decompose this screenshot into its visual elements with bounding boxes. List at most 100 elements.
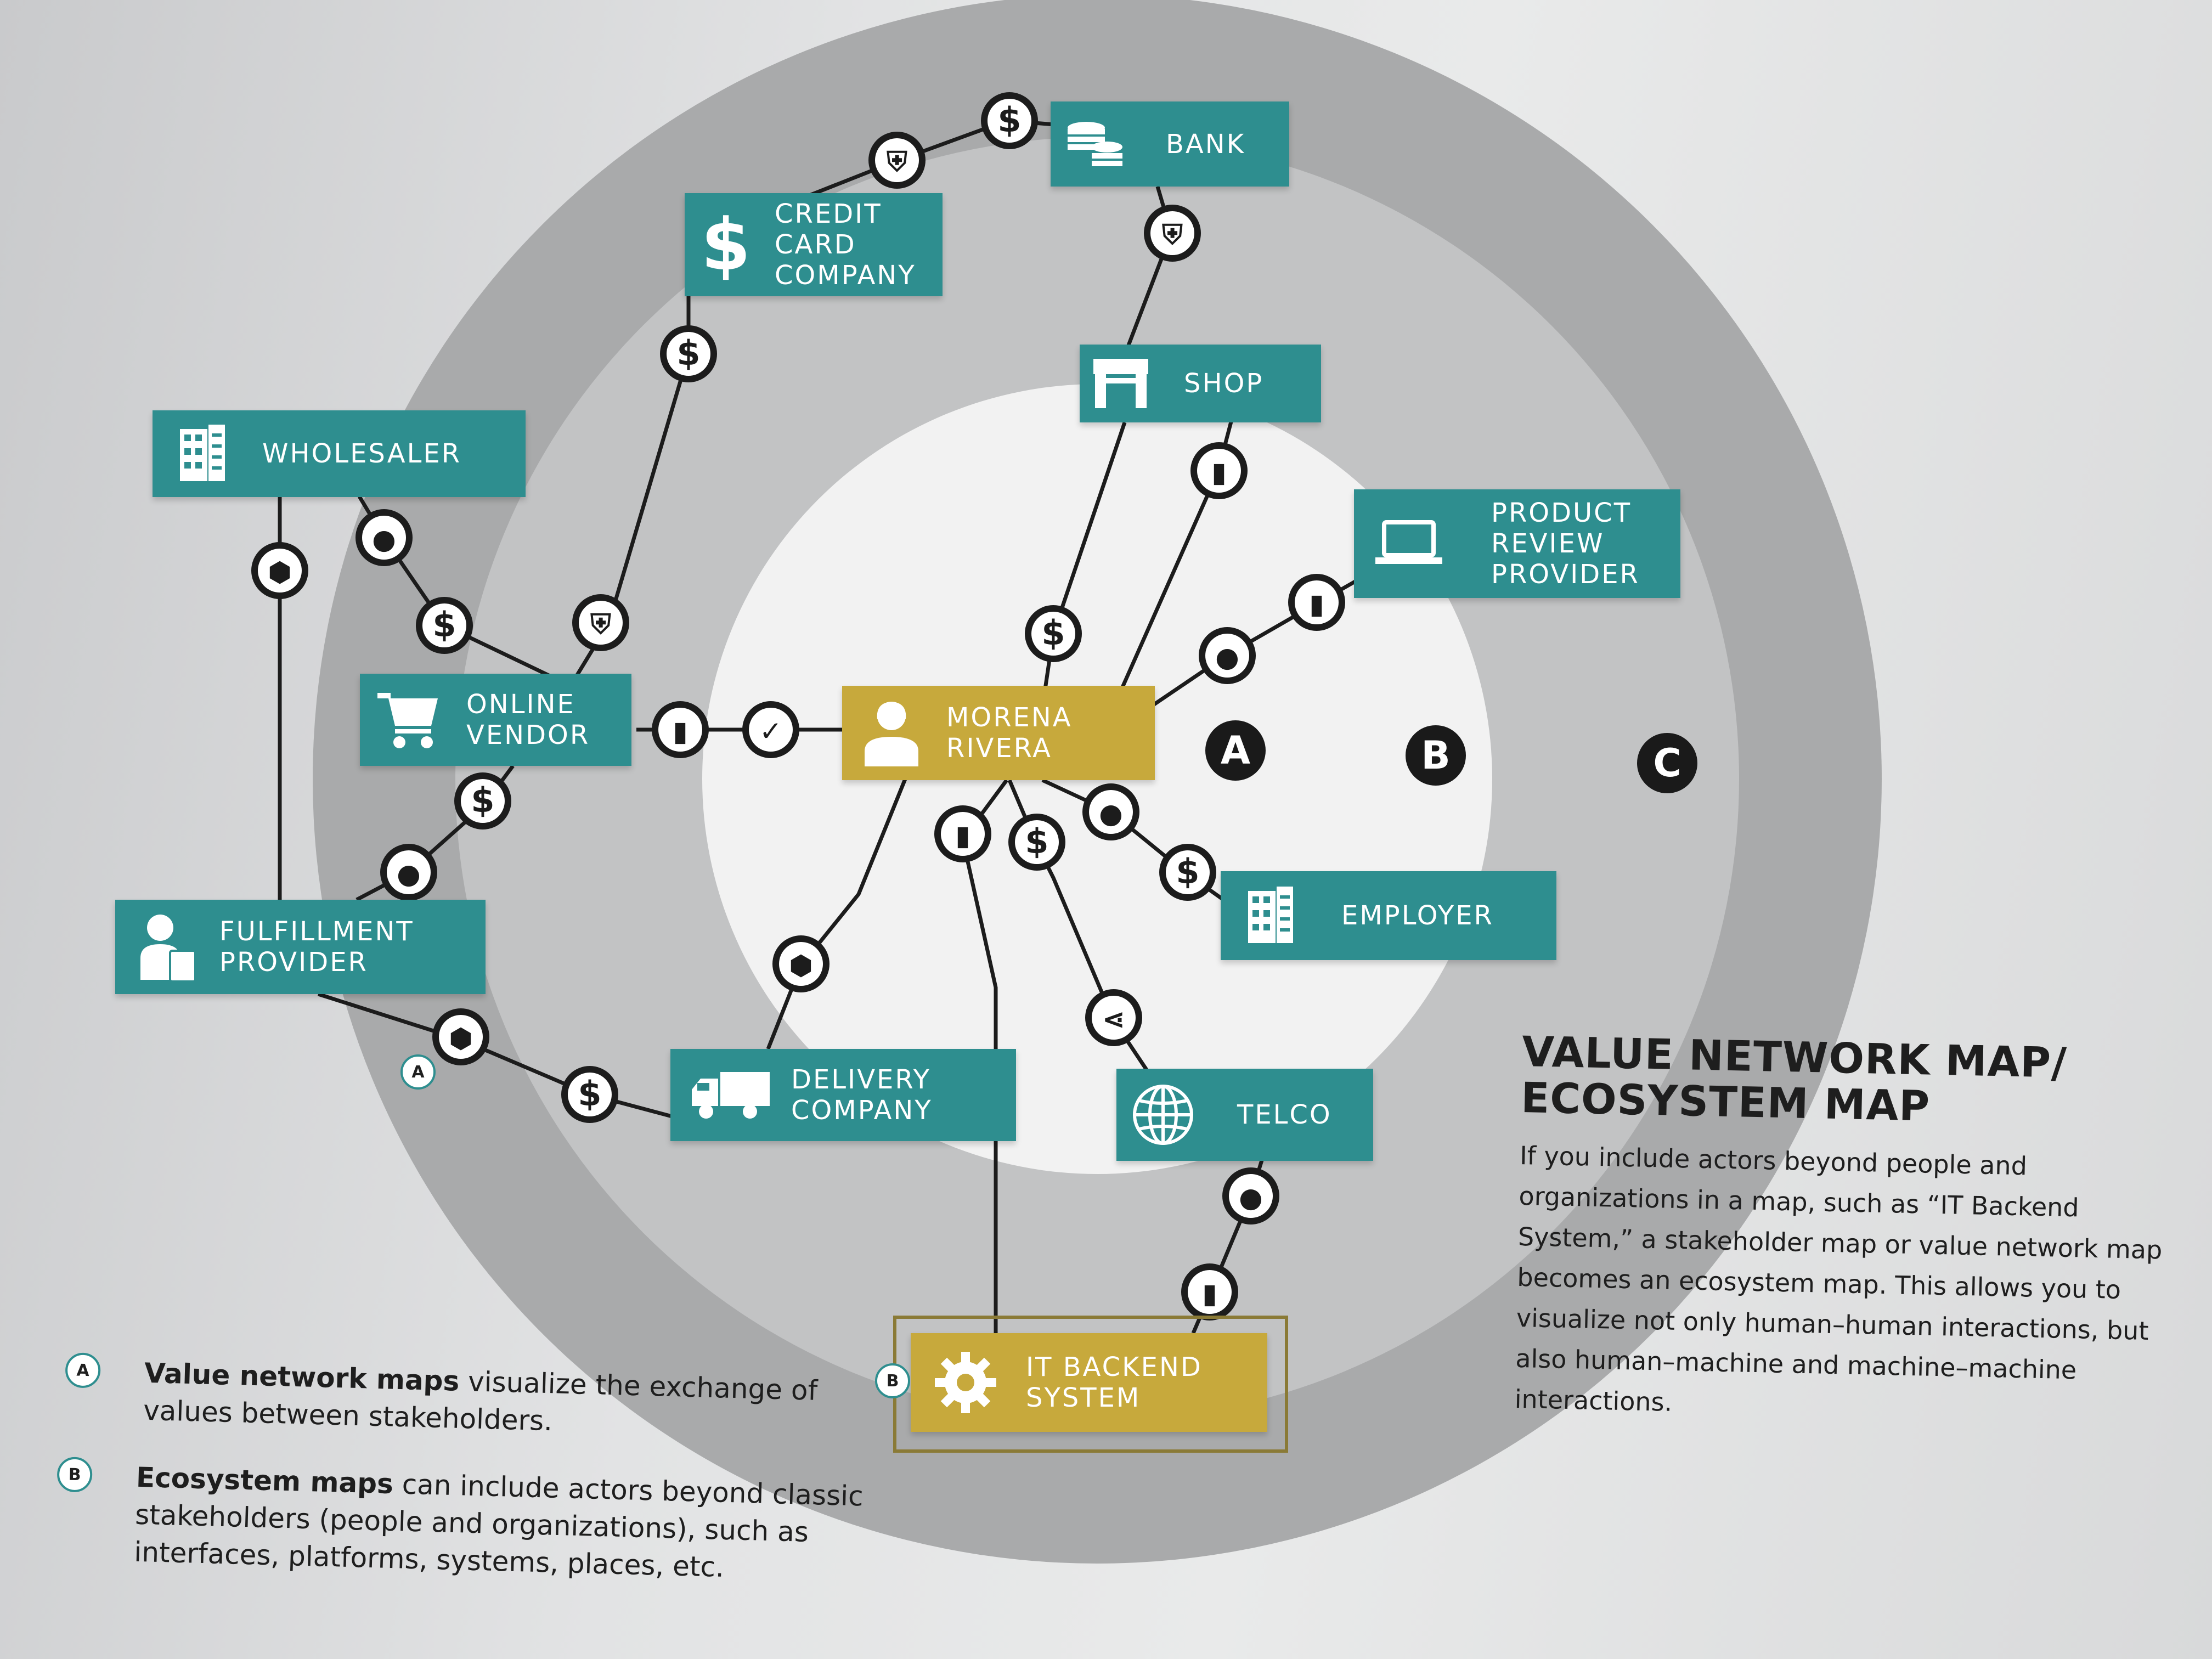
node-it-backend-system-label: IT BACKEND SYSTEM: [1026, 1352, 1203, 1413]
svg-text:▮: ▮: [1309, 588, 1324, 620]
svg-text:$: $: [578, 1074, 601, 1114]
building-icon: [1221, 885, 1319, 946]
legend-text-b: Ecosystem maps can include actors beyond…: [134, 1459, 866, 1590]
node-morena-rivera-label: MORENA RIVERA: [946, 702, 1073, 764]
svg-text:●: ●: [372, 523, 396, 555]
gear-icon: [911, 1350, 1020, 1415]
svg-text:⛨: ⛨: [1161, 219, 1183, 251]
node-fulfillment-provider: FULFILLMENT PROVIDER: [115, 900, 486, 994]
legend-marker-a: A: [65, 1352, 101, 1389]
building-icon: [153, 424, 251, 484]
dollar-icon: $: [981, 92, 1038, 149]
svg-text:$: $: [676, 333, 700, 373]
legend-item-b: B Ecosystem maps can include actors beyo…: [55, 1457, 866, 1590]
dollar-icon: $: [561, 1066, 618, 1123]
node-wholesaler-label: WHOLESALER: [262, 438, 462, 469]
node-bank: BANK: [1051, 101, 1289, 187]
ring-label-a: A: [1205, 720, 1266, 781]
worker-clipboard-icon: [115, 911, 219, 983]
node-it-backend-system: IT BACKEND SYSTEM: [911, 1333, 1267, 1432]
box-icon: ⬢: [772, 935, 830, 992]
dollar-icon: $: [1025, 605, 1082, 662]
person-icon: ●: [1222, 1167, 1279, 1224]
node-telco-label: TELCO: [1237, 1099, 1332, 1130]
share-icon: ⋖: [1085, 989, 1142, 1046]
dollar-icon: $: [660, 325, 717, 382]
legend-marker-b: B: [57, 1457, 93, 1493]
marker-a: A: [400, 1054, 436, 1090]
person-icon: [842, 697, 941, 769]
box-icon: ⬢: [251, 542, 308, 599]
node-bank-label: BANK: [1166, 128, 1246, 160]
svg-text:●: ●: [1099, 798, 1123, 830]
legend-bold-a: Value network maps: [144, 1357, 460, 1397]
sidebar-text: VALUE NETWORK MAP/ ECOSYSTEM MAP If you …: [1514, 1027, 2197, 1434]
node-shop-label: SHOP: [1184, 368, 1264, 399]
svg-text:$: $: [1041, 613, 1065, 653]
coins-icon: [1051, 117, 1138, 172]
node-credit-card-company-label: CREDIT CARD COMPANY: [775, 199, 916, 291]
document-icon: ▮: [1181, 1263, 1238, 1321]
svg-text:⬢: ⬢: [449, 1023, 473, 1054]
node-product-review-provider-label: PRODUCT REVIEW PROVIDER: [1491, 498, 1640, 590]
dollar-icon: $: [1008, 814, 1065, 871]
legend-bold-b: Ecosystem maps: [136, 1461, 394, 1500]
clipboard-check-icon: ✓: [742, 701, 799, 758]
svg-text:⛨: ⛨: [590, 608, 611, 640]
node-credit-card-company: $ CREDIT CARD COMPANY: [685, 193, 943, 296]
svg-text:▮: ▮: [955, 820, 970, 851]
svg-text:$: $: [432, 605, 456, 645]
document-icon: ▮: [934, 805, 991, 862]
node-delivery-company: DELIVERY COMPANY: [670, 1049, 1016, 1141]
dollar-icon: $: [416, 597, 473, 654]
laptop-icon: [1354, 519, 1464, 568]
dollar-icon: $: [454, 772, 511, 830]
storefront-icon: [1080, 356, 1162, 411]
svg-text:$: $: [997, 100, 1021, 140]
node-employer-label: EMPLOYER: [1341, 900, 1494, 931]
svg-text:⛨: ⛨: [886, 146, 907, 178]
person-icon: ●: [1082, 783, 1139, 840]
truck-icon: [670, 1068, 791, 1122]
connection-line: [569, 296, 691, 687]
node-delivery-company-label: DELIVERY COMPANY: [791, 1064, 933, 1126]
node-product-review-provider: PRODUCT REVIEW PROVIDER: [1354, 489, 1680, 598]
marker-b: B: [875, 1363, 910, 1398]
node-online-vendor: ONLINE VENDOR: [360, 674, 631, 766]
box-icon: ⬢: [432, 1008, 489, 1065]
svg-text:⬢: ⬢: [268, 556, 292, 588]
node-telco: TELCO: [1116, 1069, 1373, 1161]
dollar-icon: $: [701, 203, 751, 286]
node-shop: SHOP: [1080, 345, 1321, 422]
node-wholesaler: WHOLESALER: [153, 410, 526, 497]
dollar-icon: $: [1159, 844, 1216, 901]
svg-text:⬢: ⬢: [789, 950, 813, 981]
svg-text:$: $: [471, 780, 494, 820]
globe-icon: [1116, 1082, 1210, 1148]
person-icon: ●: [380, 844, 437, 901]
ring-label-b: B: [1406, 725, 1466, 786]
node-online-vendor-label: ONLINE VENDOR: [466, 689, 590, 751]
svg-text:$: $: [1025, 821, 1048, 861]
document-icon: ▮: [1190, 442, 1248, 499]
svg-text:●: ●: [1239, 1182, 1263, 1214]
svg-text:▮: ▮: [673, 715, 688, 747]
shield-icon: ⛨: [868, 132, 926, 189]
node-morena-rivera: MORENA RIVERA: [842, 686, 1155, 780]
document-icon: ▮: [652, 701, 709, 758]
svg-text:▮: ▮: [1211, 456, 1227, 488]
document-icon: ▮: [1288, 574, 1345, 631]
sidebar-body: If you include actors beyond people and …: [1514, 1140, 2163, 1417]
connection-line: [317, 992, 673, 1119]
connection-line: [961, 778, 1008, 1339]
connection-line: [766, 778, 907, 1050]
node-employer: EMPLOYER: [1221, 871, 1556, 960]
person-icon: ●: [1199, 627, 1256, 684]
shield-icon: ⛨: [1144, 205, 1201, 262]
ring-label-c: C: [1637, 733, 1697, 793]
svg-text:✓: ✓: [759, 715, 782, 747]
sidebar-title: VALUE NETWORK MAP/ ECOSYSTEM MAP: [1520, 1027, 2068, 1131]
svg-text:$: $: [1176, 851, 1199, 891]
